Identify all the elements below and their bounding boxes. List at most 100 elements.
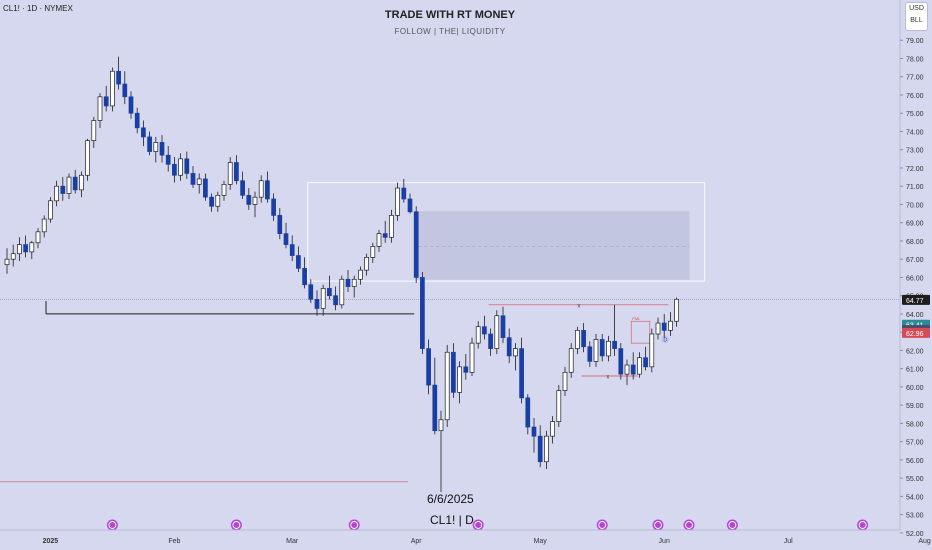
candle-body-down (209, 196, 214, 207)
candle (649, 328, 655, 373)
event-markers[interactable] (106, 519, 869, 531)
candle-body-up (395, 187, 400, 216)
candle-body-up (252, 196, 258, 205)
candle-body-down (661, 322, 667, 331)
price-axis[interactable]: 52.00 53.00 54.00 55.00 56.00 57.00 58.00 59.00… (899, 0, 932, 550)
candle (339, 275, 345, 309)
candle (190, 166, 196, 189)
price-tick-label: 57.00 (906, 440, 924, 447)
candle (23, 235, 28, 258)
candle (333, 286, 338, 311)
candle-body-down (618, 348, 624, 375)
event-icon[interactable] (726, 519, 738, 531)
candle-body-up (544, 435, 549, 463)
event-icon-ring (728, 521, 737, 529)
candlestick-series (4, 56, 679, 477)
candle (376, 230, 382, 252)
candle (147, 131, 152, 156)
event-icon-ring (858, 521, 867, 529)
candle (184, 151, 190, 179)
candle (10, 244, 16, 267)
event-icon[interactable] (596, 519, 608, 531)
candle (475, 321, 481, 349)
candle-body-down (246, 194, 252, 205)
candle (203, 173, 208, 201)
pml-box (630, 320, 651, 344)
candle-body-up (17, 244, 22, 255)
candle-body-down (327, 288, 332, 297)
event-icon-ring (654, 521, 662, 529)
price-tick-label: 69.00 (906, 221, 924, 228)
currency-label: USD (909, 5, 924, 12)
candle-body-down (426, 348, 431, 386)
event-icon[interactable] (230, 519, 242, 531)
candle-body-up (351, 278, 357, 287)
event-icon-ring (685, 521, 693, 529)
candle-body-up (35, 231, 41, 244)
candle (655, 317, 661, 340)
price-tick-label: 78.00 (906, 56, 924, 63)
candle-body-up (54, 185, 59, 202)
price-label[interactable]: 62.96 (902, 327, 930, 338)
candle-body-down (382, 233, 388, 238)
candle-body-up (29, 242, 35, 253)
candle-body-up (668, 320, 673, 331)
candle (209, 193, 214, 212)
candle (327, 275, 332, 300)
candle-body-up (153, 142, 159, 152)
price-tick-label: 75.00 (906, 111, 924, 118)
candle-body-up (606, 340, 611, 357)
candle (48, 197, 53, 223)
price-tick-label: 60.00 (906, 385, 924, 392)
candle (4, 248, 10, 274)
candle-body-down (500, 315, 506, 338)
candle (562, 366, 568, 397)
price-tick-label: 72.00 (906, 166, 924, 173)
price-label-text: 64.77 (906, 298, 924, 305)
time-axis[interactable]: 2025 Feb Mar Apr May Jun Jul Aug (0, 529, 931, 545)
candle-body-down (72, 176, 78, 191)
candle-body-down (413, 211, 419, 278)
candle-body-down (190, 173, 196, 185)
candle (537, 425, 543, 468)
candle (606, 335, 611, 362)
event-icon[interactable] (857, 519, 869, 531)
currency-selector[interactable]: USD BLL (905, 2, 928, 31)
candle (165, 146, 171, 172)
candle (550, 416, 555, 444)
candle-body-down (234, 162, 239, 182)
candle-body-down (345, 278, 351, 287)
price-tick-label: 77.00 (906, 75, 924, 82)
event-icon-ring (474, 521, 483, 529)
supply-zone-outer (307, 181, 706, 282)
candle-body-up (320, 288, 326, 309)
event-icon[interactable] (652, 519, 664, 531)
event-icon[interactable] (683, 519, 695, 531)
candle (85, 138, 90, 181)
price-tick-label: 76.00 (906, 93, 924, 100)
candle-body-down (203, 178, 208, 198)
candle (72, 169, 78, 194)
candle-body-up (475, 326, 481, 344)
event-icon[interactable] (348, 519, 360, 531)
price-tick-label: 61.00 (906, 367, 924, 374)
candle-body-down (482, 326, 487, 335)
price-tick-label: 79.00 (906, 38, 924, 45)
d-marker-bubble (661, 335, 670, 344)
candle-body-down (519, 348, 524, 399)
candle-body-up (110, 70, 115, 107)
candle-body-up (48, 200, 53, 220)
candle (110, 67, 115, 112)
time-tick-label: Feb (168, 538, 180, 545)
candle (575, 326, 580, 355)
watermark-title: TRADE WITH RT MONEY (384, 9, 516, 21)
event-icon[interactable] (472, 519, 484, 531)
candle (506, 328, 512, 364)
date-annotation: 6/6/2025 (427, 492, 474, 506)
candle (382, 220, 388, 243)
price-tick-label: 62.00 (906, 348, 924, 355)
event-icon[interactable] (106, 519, 118, 531)
price-label[interactable]: 64.77 (902, 294, 930, 305)
candle-body-up (4, 258, 10, 266)
